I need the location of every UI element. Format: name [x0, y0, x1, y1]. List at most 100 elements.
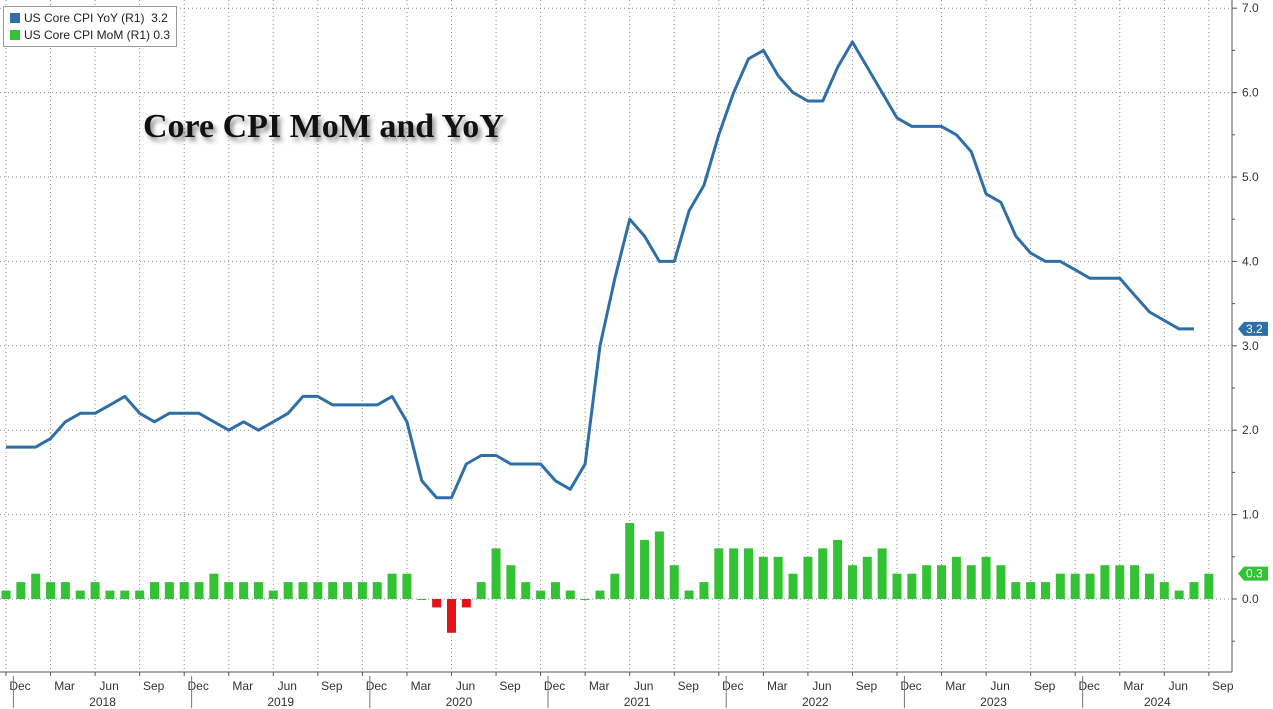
x-tick-label: Mar — [1123, 679, 1144, 693]
y-tick-label: 0.0 — [1242, 592, 1259, 606]
y-tick-label: 4.0 — [1242, 254, 1259, 268]
mom-bar — [150, 582, 159, 599]
mom-bar — [951, 556, 961, 599]
x-tick-label: Dec — [9, 679, 30, 693]
yoy-last-value-tag-bg — [1238, 321, 1268, 336]
mom-bar — [164, 582, 174, 599]
mom-bar — [937, 565, 947, 599]
mom-bar — [476, 582, 486, 599]
mom-bar — [669, 565, 679, 599]
mom-bar — [907, 573, 917, 599]
mom-bar — [699, 582, 709, 599]
mom-bar — [1, 590, 11, 599]
mom-bar — [1115, 565, 1125, 599]
mom-bar — [892, 573, 902, 599]
mom-bar — [625, 523, 635, 599]
legend-value-yoy: 3.2 — [151, 10, 168, 25]
legend-swatch-mom — [10, 29, 20, 40]
mom-bar — [565, 590, 575, 599]
year-label: 2019 — [267, 695, 294, 709]
mom-bar — [432, 599, 442, 608]
y-tick-label: 5.0 — [1242, 170, 1259, 184]
mom-bar — [16, 582, 26, 599]
x-tick-label: Sep — [1034, 679, 1056, 693]
mom-bar — [239, 582, 249, 599]
mom-bar — [595, 590, 605, 599]
mom-bar — [357, 582, 367, 599]
mom-bar — [506, 565, 516, 599]
x-tick-label: Sep — [1212, 679, 1234, 693]
mom-bar — [744, 548, 753, 599]
mom-bar — [1159, 582, 1169, 599]
mom-bar — [996, 565, 1006, 599]
x-tick-label: Mar — [945, 679, 966, 693]
mom-bar — [847, 565, 857, 599]
yoy-line — [6, 40, 1194, 500]
mom-bar — [313, 582, 323, 599]
y-tick-label: 2.0 — [1242, 423, 1259, 437]
x-tick-label: Jun — [1169, 679, 1188, 693]
mom-bar — [298, 582, 308, 599]
legend-item-yoy: US Core CPI YoY (R1) 3.2 — [10, 9, 170, 26]
legend-item-mom: US Core CPI MoM (R1) 0.3 — [10, 26, 170, 43]
year-label: 2018 — [89, 695, 116, 709]
mom-bar — [268, 590, 278, 599]
x-tick-label: Dec — [188, 679, 209, 693]
mom-bar — [536, 590, 546, 599]
mom-bar — [60, 582, 70, 599]
x-tick-label: Sep — [321, 679, 343, 693]
x-tick-label: Mar — [54, 679, 75, 693]
mom-bar — [491, 548, 501, 599]
chart-title: Core CPI MoM and YoY — [143, 108, 504, 145]
mom-bar — [417, 599, 427, 600]
mom-bar — [283, 582, 293, 599]
mom-bar — [1100, 565, 1110, 599]
mom-bar — [610, 573, 620, 599]
x-tick-label: Dec — [1079, 679, 1100, 693]
mom-bar — [773, 556, 783, 599]
mom-bar — [1026, 582, 1036, 599]
x-tick-label: Jun — [634, 679, 653, 693]
x-tick-label: Dec — [900, 679, 921, 693]
mom-bar — [818, 548, 828, 599]
x-tick-label: Jun — [456, 679, 475, 693]
mom-bar — [966, 565, 976, 599]
mom-bar — [684, 590, 694, 599]
mom-bar — [981, 556, 991, 599]
x-tick-label: Dec — [722, 679, 743, 693]
mom-bar — [714, 548, 724, 599]
mom-bar — [862, 556, 872, 599]
y-tick-label: 7.0 — [1242, 1, 1259, 15]
y-tick-label: 6.0 — [1242, 86, 1259, 100]
mom-bar — [75, 590, 85, 599]
mom-bar — [833, 539, 843, 599]
mom-bar — [328, 582, 338, 599]
x-tick-label: Mar — [589, 679, 610, 693]
mom-bar — [877, 548, 887, 599]
mom-bar — [922, 565, 932, 599]
mom-bar — [640, 539, 650, 599]
year-label: 2024 — [1144, 695, 1171, 709]
x-tick-label: Mar — [767, 679, 788, 693]
mom-bar — [224, 582, 234, 599]
mom-bar — [194, 582, 204, 599]
x-tick-label: Sep — [143, 679, 165, 693]
mom-bar — [90, 582, 100, 599]
mom-last-value-tag-bg — [1238, 566, 1268, 581]
mom-bar — [654, 531, 664, 599]
y-tick-label: 1.0 — [1242, 508, 1259, 522]
mom-bar — [729, 548, 739, 599]
legend-label-mom: US Core CPI MoM (R1) — [24, 27, 151, 42]
year-label: 2022 — [802, 695, 829, 709]
yoy-last-value-tag: 3.2 — [1246, 322, 1263, 336]
year-label: 2023 — [980, 695, 1007, 709]
legend-label-yoy: US Core CPI YoY (R1) — [24, 10, 145, 25]
x-tick-label: Jun — [278, 679, 297, 693]
mom-bar — [1144, 573, 1154, 599]
x-tick-label: Dec — [544, 679, 565, 693]
mom-bar — [343, 582, 353, 599]
x-tick-label: Sep — [678, 679, 700, 693]
mom-bar — [1085, 573, 1095, 599]
x-tick-label: Dec — [366, 679, 387, 693]
